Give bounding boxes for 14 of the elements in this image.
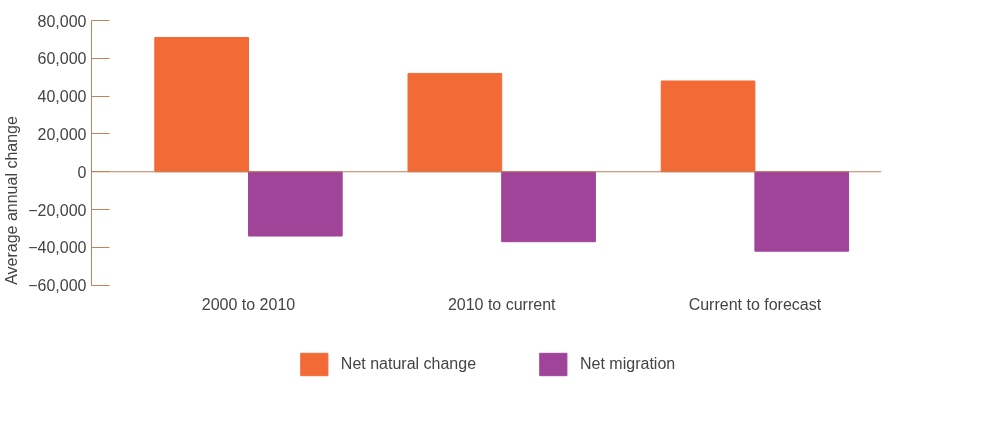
y-axis-title: Average annual change: [3, 116, 21, 285]
y-tick-label: 40,000: [37, 88, 87, 106]
y-tick-label: 0: [77, 163, 87, 181]
y-tick-label: 20,000: [37, 125, 87, 143]
legend-label: Net migration: [580, 355, 676, 373]
y-tick-label: −60,000: [28, 277, 87, 295]
x-tick-label: Current to forecast: [688, 296, 822, 314]
legend-label: Net natural change: [340, 355, 477, 373]
y-tick-label: −20,000: [28, 201, 87, 219]
y-tick-label: 60,000: [37, 50, 87, 68]
x-tick-label: 2010 to current: [447, 296, 557, 314]
x-tick-label: 2000 to 2010: [201, 296, 296, 314]
y-tick-label: 80,000: [37, 12, 87, 30]
y-tick-label: −40,000: [28, 239, 87, 257]
